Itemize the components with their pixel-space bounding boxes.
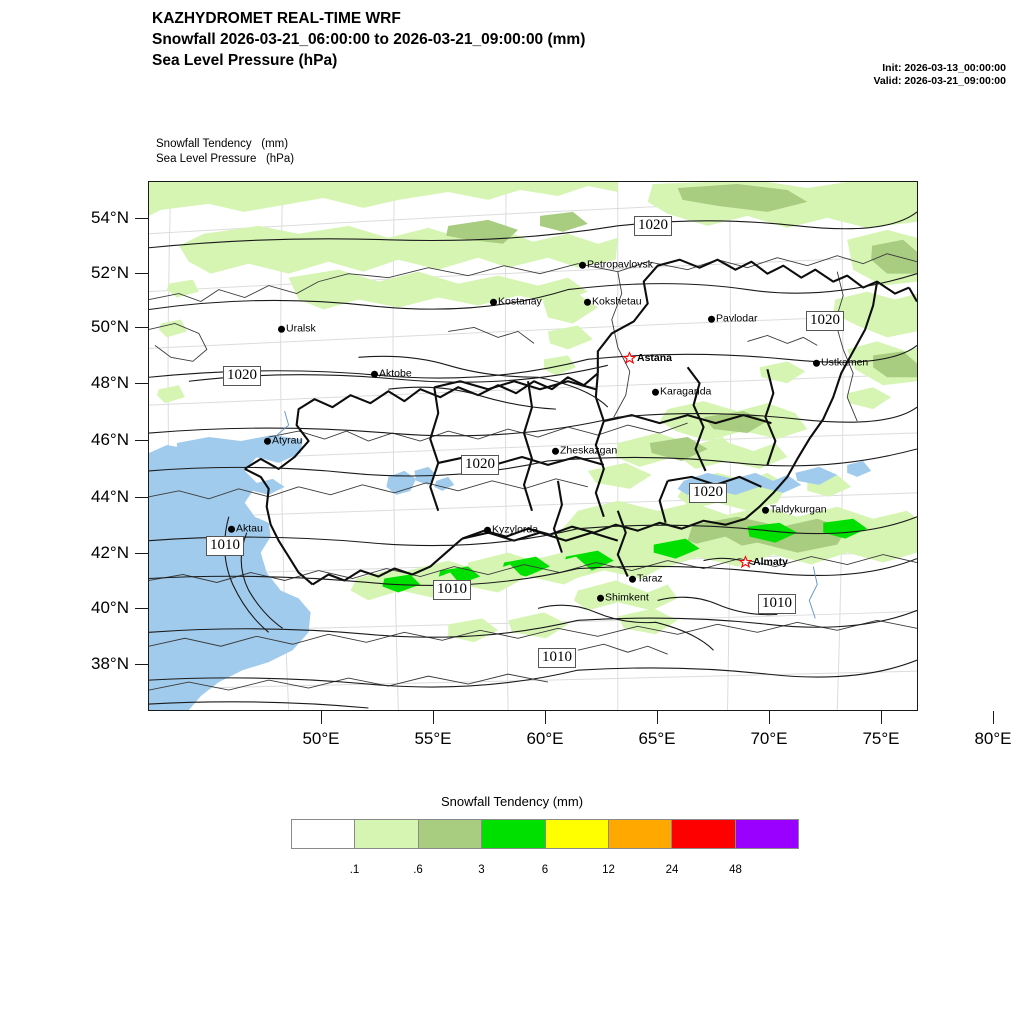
colorbar-tick-label: 3 [478,864,485,876]
colorbar-tick-label: 48 [729,864,742,876]
water-bodies [149,435,872,710]
longitude-tick-label: 55°E [414,729,452,748]
init-time: Init: 2026-03-13_00:00:00 [882,62,1006,74]
colorbar-tick-label: 24 [665,864,679,876]
rivers [274,411,818,619]
snowfall-shading-northeast [647,182,917,410]
latitude-tick-label: 52°N [91,263,129,282]
latitude-tick-label: 46°N [91,430,129,449]
longitude-tick-mark [993,711,994,724]
colorbar-tick-labels: .1 .6 3 6 12 24 48 [291,864,799,880]
colorbar-segment-3[interactable] [481,820,545,848]
latitude-tick-mark [135,497,148,498]
longitude-tick-label: 75°E [862,729,900,748]
colorbar-segment-5[interactable] [607,820,672,848]
run-info-block: Init: 2026-03-13_00:00:00 Valid: 2026-03… [873,62,1006,88]
isobar-label-1020: 1020 [634,216,672,236]
isobar-label-1020: 1020 [461,455,499,475]
longitude-tick-label: 60°E [526,729,564,748]
field-caption: Snowfall Tendency (mm) Sea Level Pressur… [156,137,294,167]
longitude-tick-mark [433,711,434,724]
map-canvas [149,182,917,710]
isobar-label-1020: 1020 [806,311,844,331]
colorbar-tick-label: .6 [413,864,423,876]
title-line-2: Snowfall 2026-03-21_06:00:00 to 2026-03-… [152,31,586,48]
longitude-tick-label: 80°E [974,729,1012,748]
isobar-label-1020: 1020 [689,483,727,503]
colorbar[interactable] [291,819,799,849]
longitude-tick-mark [769,711,770,724]
latitude-tick-mark [135,440,148,441]
longitude-tick-mark [545,711,546,724]
latitude-tick-label: 42°N [91,543,129,562]
latitude-tick-label: 50°N [91,317,129,336]
pressure-isobars [149,211,917,709]
colorbar-title: Snowfall Tendency (mm) [440,794,584,809]
latitude-tick-label: 44°N [91,487,129,506]
isobar-label-1020: 1020 [223,366,261,386]
latitude-tick-label: 48°N [91,373,129,392]
isobar-label-1010: 1010 [538,648,576,668]
title-block: KAZHYDROMET REAL-TIME WRF Snowfall 2026-… [152,8,585,71]
snowfall-shading-north [149,182,618,404]
colorbar-segment-0[interactable] [292,820,355,848]
latitude-tick-mark [135,383,148,384]
title-line-3: Sea Level Pressure (hPa) [152,52,338,69]
latitude-tick-mark [135,273,148,274]
caption-snowfall-tendency: Snowfall Tendency (mm) [156,138,289,150]
colorbar-segment-1[interactable] [354,820,418,848]
longitude-tick-mark [881,711,882,724]
colorbar-tick-label: 12 [602,864,615,876]
latitude-tick-mark [135,327,148,328]
colorbar-segment-7[interactable] [734,820,798,848]
latitude-tick-label: 40°N [91,598,129,617]
latitude-tick-mark [135,664,148,665]
longitude-tick-mark [657,711,658,724]
isobar-label-1010: 1010 [206,536,244,556]
colorbar-tick-label: .1 [349,864,360,876]
caption-sea-level-pressure: Sea Level Pressure (hPa) [156,153,295,165]
colorbar-segment-2[interactable] [417,820,482,848]
title-line-1: KAZHYDROMET REAL-TIME WRF [152,10,401,27]
colorbar-tick-label: 6 [541,864,549,876]
latitude-tick-label: 38°N [91,654,129,673]
latitude-tick-mark [135,218,148,219]
colorbar-segment-6[interactable] [671,820,735,848]
map-panel[interactable]: Petropavlovsk Kostanay Kokshetau Pavlodar Ur… [148,181,918,711]
isobar-label-1010: 1010 [758,594,796,614]
isobar-label-1010: 1010 [433,580,471,600]
longitude-tick-mark [321,711,322,724]
colorbar-segment-4[interactable] [544,820,608,848]
latitude-tick-mark [135,553,148,554]
longitude-tick-label: 50°E [302,729,340,748]
longitude-tick-label: 65°E [638,729,676,748]
valid-time: Valid: 2026-03-21_09:00:00 [873,75,1006,87]
latitude-tick-mark [135,608,148,609]
latitude-tick-label: 54°N [91,208,129,227]
longitude-tick-label: 70°E [750,729,788,748]
